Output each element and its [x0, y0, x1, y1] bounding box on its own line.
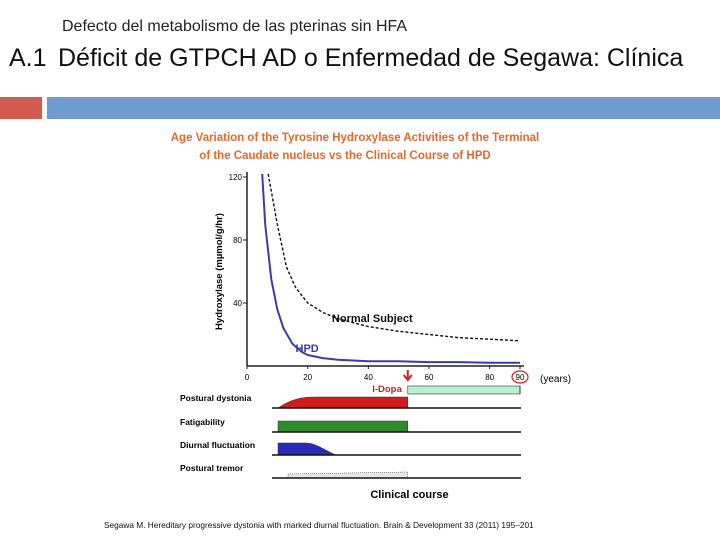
course-row-label-diurnal-fluctuation: Diurnal fluctuation	[180, 440, 255, 450]
x-tick-label: 60	[425, 373, 434, 382]
series-line-hpd	[261, 173, 520, 364]
l-dopa-label: l-Dopa	[372, 384, 402, 395]
circled-tick-marker	[511, 370, 529, 384]
x-tick-label: 40	[364, 373, 373, 382]
chart-title-line-1: Age Variation of the Tyrosine Hydroxylas…	[171, 132, 540, 144]
clinical-course-label: Clinical course	[370, 489, 448, 501]
course-row-label-postural-tremor: Postural tremor	[180, 463, 244, 473]
course-row-label-postural-dystonia: Postural dystonia	[180, 393, 252, 403]
x-axis-label: (years)	[540, 374, 571, 385]
accent-bar-red	[0, 97, 42, 119]
slide-subtitle: Defecto del metabolismo de las pterinas …	[62, 18, 408, 35]
series-label-normal: Normal Subject	[332, 313, 413, 325]
clinical-course-panel: Postural dystonia Fatigability Diurnal flu…	[180, 385, 521, 501]
chart-figure: Age Variation of the Tyrosine Hydroxylas…	[150, 122, 590, 514]
course-bar-fatigability	[277, 420, 409, 433]
y-axis-label: Hydroxylase (mµmol/g/hr)	[214, 213, 225, 330]
x-tick-label: 90	[516, 373, 525, 382]
y-tick-label: 40	[233, 299, 242, 308]
course-bar-postural-tremor	[287, 471, 409, 479]
slide-title: Déficit de GTPCH AD o Enfermedad de Sega…	[58, 44, 684, 72]
chart-title-line-2: of the Caudate nucleus vs the Clinical C…	[199, 150, 490, 162]
x-tick-label: 20	[303, 373, 312, 382]
y-tick-label: 80	[233, 236, 242, 245]
series-line-normal-subject	[267, 173, 521, 342]
citation: Segawa M. Hereditary progressive dystoni…	[104, 520, 534, 530]
course-bar-postural-dystonia	[277, 396, 409, 409]
x-tick-label: 80	[485, 373, 494, 382]
l-dopa-arrow-icon	[402, 370, 413, 382]
plot-area: 40 80 120 0 20 40 60 80 90 (years) Hydroxylase (mµ…	[214, 172, 571, 395]
y-tick-label: 120	[229, 173, 243, 182]
x-tick-label: 0	[245, 373, 250, 382]
course-row-label-fatigability: Fatigability	[180, 417, 225, 427]
accent-bar-blue	[47, 97, 720, 119]
slide-number: A.1	[9, 44, 47, 72]
treatment-band	[407, 385, 521, 395]
series-label-hpd: HPD	[296, 343, 319, 355]
